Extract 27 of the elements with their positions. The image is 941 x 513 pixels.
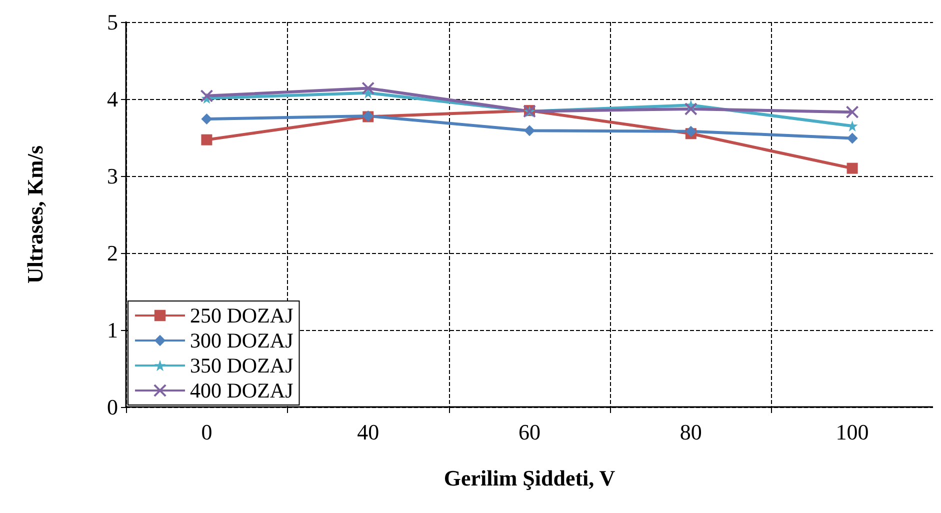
x-tick-label: 80	[680, 420, 702, 444]
x-tick-label: 60	[518, 420, 540, 444]
legend-label: 300 DOZAJ	[190, 328, 294, 352]
point	[846, 162, 858, 174]
y-tick-label: 5	[107, 10, 118, 34]
point	[362, 82, 375, 95]
point	[201, 134, 212, 146]
point	[200, 89, 214, 102]
point	[524, 125, 535, 136]
point	[685, 126, 696, 137]
y-tick-label: 1	[107, 318, 118, 342]
legend-label: 250 DOZAJ	[190, 304, 294, 328]
point	[684, 102, 698, 116]
point	[201, 114, 212, 125]
legend-label: 400 DOZAJ	[190, 378, 294, 402]
y-tick-label: 0	[107, 394, 118, 420]
x-tick-label: 0	[201, 420, 212, 444]
x-tick-label: 40	[357, 420, 380, 444]
point	[846, 132, 858, 144]
x-tick-label: 100	[836, 420, 869, 444]
y-tick-label: 3	[107, 164, 118, 188]
x-axis-title: Gerilim Şiddeti, V	[444, 466, 616, 490]
y-tick-label: 2	[107, 240, 118, 266]
y-axis-title: Ultrases, Km/s	[22, 145, 48, 284]
point	[846, 106, 859, 119]
y-tick-label: 4	[107, 86, 118, 112]
legend-label: 350 DOZAJ	[190, 354, 294, 378]
